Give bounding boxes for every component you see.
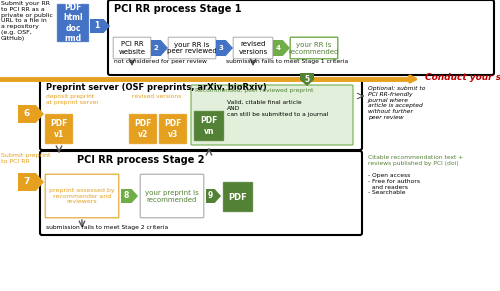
FancyBboxPatch shape xyxy=(57,4,89,42)
Text: - Open access
- Free for authors
  and readers
- Searchable: - Open access - Free for authors and rea… xyxy=(368,173,420,195)
Text: PCI RR
website: PCI RR website xyxy=(118,42,146,54)
Polygon shape xyxy=(206,189,221,203)
Text: 8: 8 xyxy=(124,191,129,200)
FancyBboxPatch shape xyxy=(159,114,187,144)
Text: 5: 5 xyxy=(304,75,310,84)
Text: Preprint server (OSF preprints, arXiv, bioRxiv): Preprint server (OSF preprints, arXiv, b… xyxy=(46,83,267,92)
Text: PCI RR process Stage 2: PCI RR process Stage 2 xyxy=(77,155,204,165)
Text: Submit preprint
to PCI RR: Submit preprint to PCI RR xyxy=(1,153,50,164)
Text: preprint assessed by
recommender and
reviewers: preprint assessed by recommender and rev… xyxy=(49,188,115,204)
FancyBboxPatch shape xyxy=(40,79,362,150)
Text: 2: 2 xyxy=(154,45,158,51)
Text: Citable recommendation text +
reviews published by PCI (doi): Citable recommendation text + reviews pu… xyxy=(368,155,464,166)
FancyBboxPatch shape xyxy=(233,37,273,59)
Polygon shape xyxy=(273,40,290,56)
Polygon shape xyxy=(90,19,110,33)
Text: 7: 7 xyxy=(24,178,30,187)
Text: Valid, citable final article
AND
can still be submitted to a journal: Valid, citable final article AND can sti… xyxy=(227,100,328,117)
Text: PDF: PDF xyxy=(228,193,248,201)
Text: Optional: submit to
PCI RR-friendly
journal where
article is accepted
without fu: Optional: submit to PCI RR-friendly jour… xyxy=(368,86,426,120)
Polygon shape xyxy=(151,40,168,56)
Text: 4: 4 xyxy=(276,45,280,51)
Polygon shape xyxy=(18,105,44,123)
Text: PDF
vn: PDF vn xyxy=(200,116,218,136)
FancyBboxPatch shape xyxy=(45,174,119,218)
Text: deposit preprint
at preprint server: deposit preprint at preprint server xyxy=(46,94,99,105)
Text: revised
versions: revised versions xyxy=(238,42,268,54)
Text: 3: 3 xyxy=(218,45,224,51)
FancyBboxPatch shape xyxy=(140,174,204,218)
Text: PDF
v3: PDF v3 xyxy=(164,119,182,139)
Text: Submit your RR
to PCI RR as a
private or public
URL to a file in
a repository
(e: Submit your RR to PCI RR as a private or… xyxy=(1,1,53,41)
Polygon shape xyxy=(121,189,138,203)
Text: revised versions: revised versions xyxy=(132,94,181,99)
Text: PCI RR process Stage 1: PCI RR process Stage 1 xyxy=(114,4,242,14)
Text: submission fails to meet Stage 2 criteria: submission fails to meet Stage 2 criteri… xyxy=(46,225,168,230)
Text: PDF
html
doc
rmd: PDF html doc rmd xyxy=(63,3,83,43)
Polygon shape xyxy=(216,40,233,56)
FancyBboxPatch shape xyxy=(191,85,353,145)
FancyBboxPatch shape xyxy=(45,114,73,144)
Text: PDF
v2: PDF v2 xyxy=(134,119,152,139)
Text: submission fails to meet Stage 1 criteria: submission fails to meet Stage 1 criteri… xyxy=(226,59,348,65)
Text: not considered for peer review: not considered for peer review xyxy=(114,59,207,65)
FancyBboxPatch shape xyxy=(223,182,253,212)
FancyBboxPatch shape xyxy=(168,37,216,59)
FancyBboxPatch shape xyxy=(108,0,494,75)
FancyBboxPatch shape xyxy=(113,37,151,59)
Text: your preprint is
recommended: your preprint is recommended xyxy=(145,189,199,203)
Text: PDF
v1: PDF v1 xyxy=(50,119,68,139)
Text: your RR is
peer reviewed: your RR is peer reviewed xyxy=(167,42,217,54)
Text: 6: 6 xyxy=(24,109,30,118)
Polygon shape xyxy=(300,73,314,86)
Text: Conduct your study: Conduct your study xyxy=(425,74,500,83)
Text: Recommended, peer reviewed preprint: Recommended, peer reviewed preprint xyxy=(195,88,314,93)
FancyBboxPatch shape xyxy=(40,151,362,235)
Text: 1: 1 xyxy=(94,22,100,31)
Text: 9: 9 xyxy=(208,191,213,200)
Text: your RR is
recommended: your RR is recommended xyxy=(289,42,339,54)
Polygon shape xyxy=(18,173,44,191)
FancyBboxPatch shape xyxy=(290,37,338,59)
FancyBboxPatch shape xyxy=(129,114,157,144)
FancyBboxPatch shape xyxy=(194,111,224,141)
